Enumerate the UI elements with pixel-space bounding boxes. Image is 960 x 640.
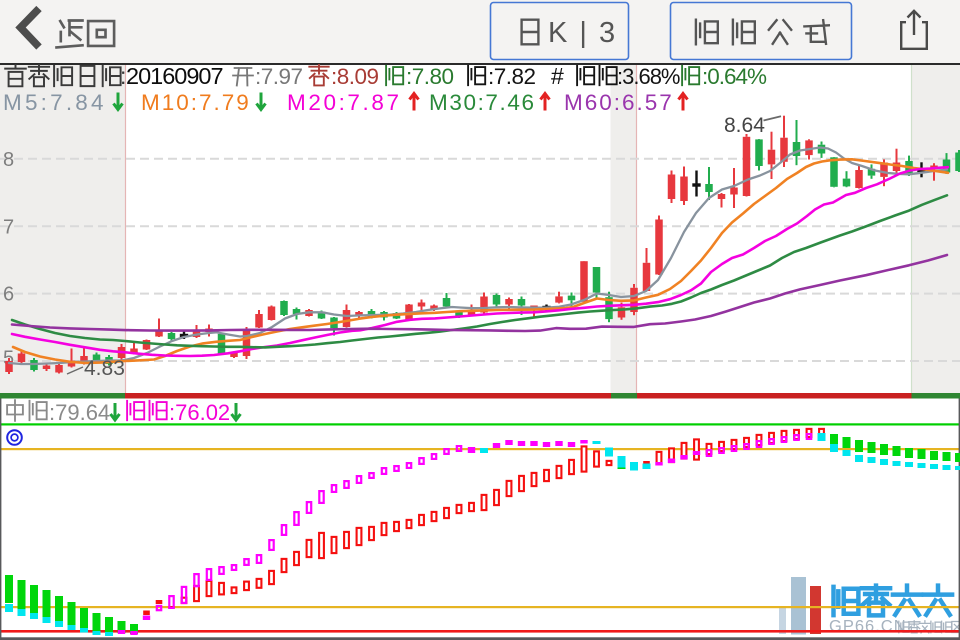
svg-text::7.97: :7.97 [255, 64, 303, 89]
svg-text:M30:7.46: M30:7.46 [429, 90, 536, 115]
svg-text:20160907: 20160907 [126, 63, 223, 89]
svg-text:8: 8 [3, 149, 14, 171]
svg-text::7.82: :7.82 [488, 64, 536, 89]
svg-text::79.64: :79.64 [49, 400, 110, 425]
svg-text:6: 6 [3, 284, 14, 306]
svg-text::7.80: :7.80 [406, 64, 454, 89]
svg-text:GP66.CN: GP66.CN [829, 618, 907, 636]
svg-text:4.83: 4.83 [84, 357, 125, 380]
svg-text:7: 7 [3, 216, 14, 238]
svg-text:M60:6.57: M60:6.57 [564, 90, 674, 115]
svg-text:M10:7.79: M10:7.79 [141, 90, 251, 115]
svg-text::: : [120, 63, 126, 89]
svg-text:8.64: 8.64 [724, 114, 765, 137]
svg-text::76.02: :76.02 [169, 400, 230, 425]
svg-text::8.09: :8.09 [331, 64, 379, 89]
svg-text::3.68%: :3.68% [617, 64, 680, 89]
svg-text:M20:7.87: M20:7.87 [287, 90, 402, 115]
svg-text:M5:7.84: M5:7.84 [3, 90, 107, 115]
svg-text::0.64%: :0.64% [702, 64, 767, 89]
svg-text:K | 3: K | 3 [548, 17, 617, 49]
svg-text:#: # [551, 63, 564, 89]
